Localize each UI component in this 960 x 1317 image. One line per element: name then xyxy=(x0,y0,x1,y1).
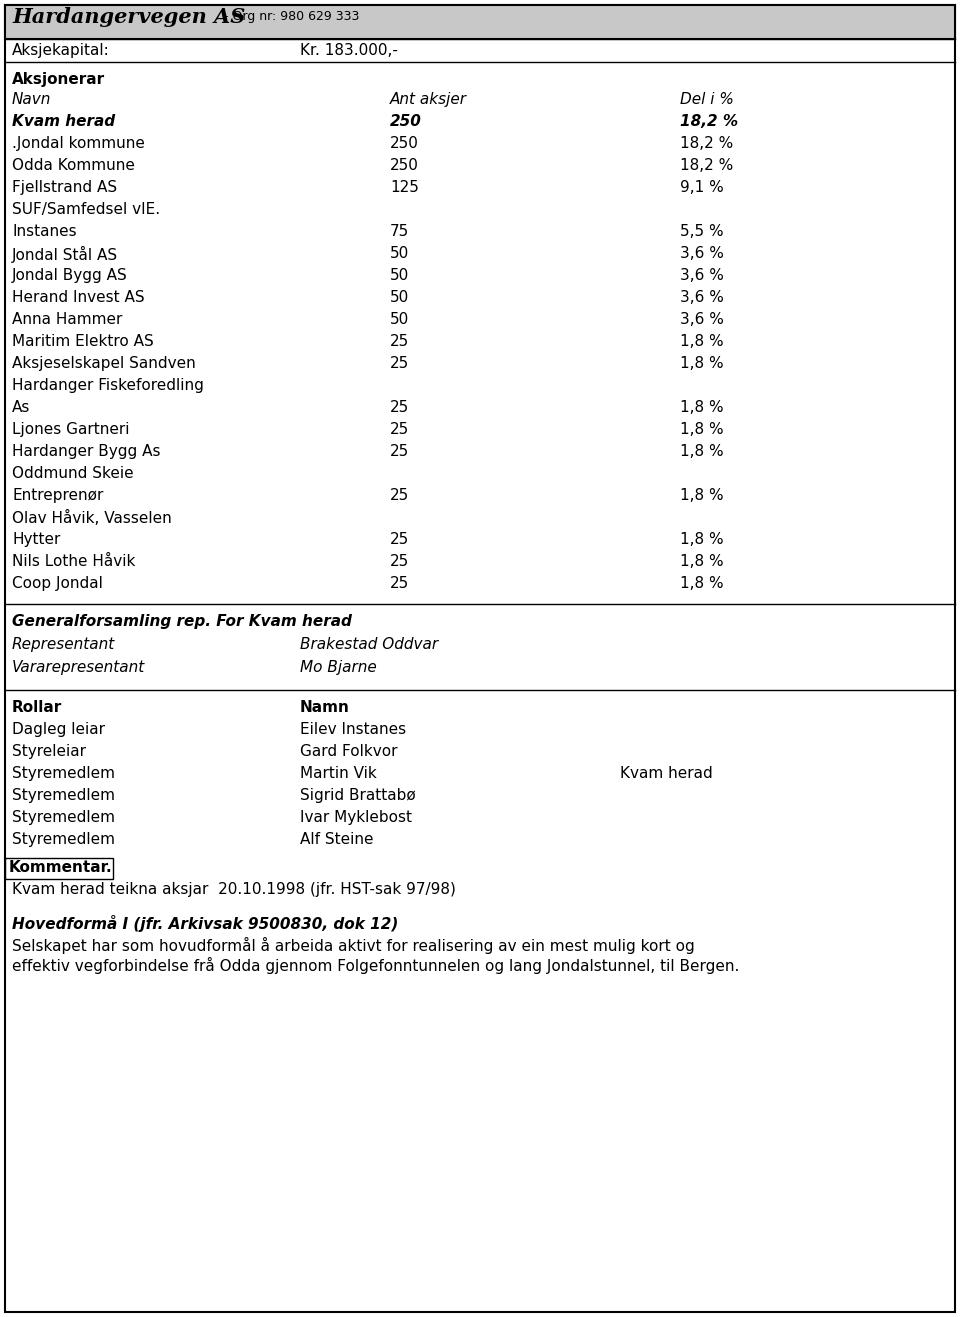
Text: 250: 250 xyxy=(390,158,419,173)
Text: Rollar: Rollar xyxy=(12,701,62,715)
Text: 18,2 %: 18,2 % xyxy=(680,136,733,151)
Text: Aksjonerar: Aksjonerar xyxy=(12,72,106,87)
Text: 3,6 %: 3,6 % xyxy=(680,246,724,261)
Text: 25: 25 xyxy=(390,554,409,569)
Text: 1,8 %: 1,8 % xyxy=(680,400,724,415)
Text: Gard Folkvor: Gard Folkvor xyxy=(300,744,397,759)
Text: 1,8 %: 1,8 % xyxy=(680,421,724,437)
Text: Ivar Myklebost: Ivar Myklebost xyxy=(300,810,412,824)
Text: Styremedlem: Styremedlem xyxy=(12,810,115,824)
Text: 50: 50 xyxy=(390,267,409,283)
Text: Styremedlem: Styremedlem xyxy=(12,766,115,781)
Text: 9,1 %: 9,1 % xyxy=(680,180,724,195)
Text: Styremedlem: Styremedlem xyxy=(12,788,115,803)
Text: 25: 25 xyxy=(390,444,409,460)
Text: 1,8 %: 1,8 % xyxy=(680,532,724,547)
Text: Ljones Gartneri: Ljones Gartneri xyxy=(12,421,130,437)
Text: Jondal Stål AS: Jondal Stål AS xyxy=(12,246,118,263)
Text: Aksjeselskapel Sandven: Aksjeselskapel Sandven xyxy=(12,356,196,371)
Text: Hytter: Hytter xyxy=(12,532,60,547)
Text: Hardanger Bygg As: Hardanger Bygg As xyxy=(12,444,160,460)
Text: Hardanger Fiskeforedling: Hardanger Fiskeforedling xyxy=(12,378,204,392)
Text: Alf Steine: Alf Steine xyxy=(300,832,373,847)
Text: 1,8 %: 1,8 % xyxy=(680,489,724,503)
Text: 18,2 %: 18,2 % xyxy=(680,158,733,173)
Text: Instanes: Instanes xyxy=(12,224,77,238)
Text: Styreleiar: Styreleiar xyxy=(12,744,86,759)
Text: Dagleg leiar: Dagleg leiar xyxy=(12,722,105,738)
Text: Namn: Namn xyxy=(300,701,349,715)
Text: 125: 125 xyxy=(390,180,419,195)
Text: Fjellstrand AS: Fjellstrand AS xyxy=(12,180,117,195)
Text: 18,2 %: 18,2 % xyxy=(680,115,738,129)
Text: Del i %: Del i % xyxy=(680,92,733,107)
Text: 250: 250 xyxy=(390,136,419,151)
Text: As: As xyxy=(12,400,31,415)
Text: 25: 25 xyxy=(390,400,409,415)
Text: Kommentar.: Kommentar. xyxy=(9,860,112,874)
Text: - Org nr: 980 629 333: - Org nr: 980 629 333 xyxy=(220,11,359,22)
Text: 1,8 %: 1,8 % xyxy=(680,576,724,591)
Text: Selskapet har som hovudformål å arbeida aktivt for realisering av ein mest mulig: Selskapet har som hovudformål å arbeida … xyxy=(12,936,695,954)
Text: Odda Kommune: Odda Kommune xyxy=(12,158,134,173)
Text: 3,6 %: 3,6 % xyxy=(680,267,724,283)
Text: 50: 50 xyxy=(390,312,409,327)
Text: Kvam herad teikna aksjar  20.10.1998 (jfr. HST-sak 97/98): Kvam herad teikna aksjar 20.10.1998 (jfr… xyxy=(12,882,456,897)
Text: SUF/Samfedsel vIE.: SUF/Samfedsel vIE. xyxy=(12,202,160,217)
Text: Aksjekapital:: Aksjekapital: xyxy=(12,43,109,58)
Text: Kr. 183.000,-: Kr. 183.000,- xyxy=(300,43,397,58)
Text: Ant aksjer: Ant aksjer xyxy=(390,92,467,107)
Text: 25: 25 xyxy=(390,421,409,437)
Text: Hardangervegen AS: Hardangervegen AS xyxy=(12,7,246,28)
Text: 25: 25 xyxy=(390,356,409,371)
Text: Navn: Navn xyxy=(12,92,52,107)
Text: 1,8 %: 1,8 % xyxy=(680,554,724,569)
Text: Mo Bjarne: Mo Bjarne xyxy=(300,660,376,676)
Text: 1,8 %: 1,8 % xyxy=(680,356,724,371)
Text: Kvam herad: Kvam herad xyxy=(12,115,115,129)
Bar xyxy=(5,5,955,40)
Text: Brakestad Oddvar: Brakestad Oddvar xyxy=(300,637,438,652)
Text: 25: 25 xyxy=(390,335,409,349)
Text: 25: 25 xyxy=(390,532,409,547)
Text: Representant: Representant xyxy=(12,637,115,652)
Text: Maritim Elektro AS: Maritim Elektro AS xyxy=(12,335,154,349)
Bar xyxy=(5,857,113,878)
Text: 250: 250 xyxy=(390,115,421,129)
Text: .Jondal kommune: .Jondal kommune xyxy=(12,136,145,151)
Text: Styremedlem: Styremedlem xyxy=(12,832,115,847)
Text: 25: 25 xyxy=(390,576,409,591)
Text: 50: 50 xyxy=(390,246,409,261)
Text: 75: 75 xyxy=(390,224,409,238)
Text: Martin Vik: Martin Vik xyxy=(300,766,376,781)
Text: Kvam herad: Kvam herad xyxy=(620,766,712,781)
Text: Vararepresentant: Vararepresentant xyxy=(12,660,145,676)
Text: 25: 25 xyxy=(390,489,409,503)
Text: 1,8 %: 1,8 % xyxy=(680,444,724,460)
Text: Nils Lothe Håvik: Nils Lothe Håvik xyxy=(12,554,135,569)
Text: 50: 50 xyxy=(390,290,409,306)
Text: Sigrid Brattabø: Sigrid Brattabø xyxy=(300,788,416,803)
Text: Oddmund Skeie: Oddmund Skeie xyxy=(12,466,133,481)
Text: Coop Jondal: Coop Jondal xyxy=(12,576,103,591)
Text: 1,8 %: 1,8 % xyxy=(680,335,724,349)
Text: Herand Invest AS: Herand Invest AS xyxy=(12,290,145,306)
Text: Olav Håvik, Vasselen: Olav Håvik, Vasselen xyxy=(12,510,172,525)
Text: Eilev Instanes: Eilev Instanes xyxy=(300,722,406,738)
Text: Hovedformå I (jfr. Arkivsak 9500830, dok 12): Hovedformå I (jfr. Arkivsak 9500830, dok… xyxy=(12,915,398,932)
Text: Generalforsamling rep. For Kvam herad: Generalforsamling rep. For Kvam herad xyxy=(12,614,352,630)
Text: Jondal Bygg AS: Jondal Bygg AS xyxy=(12,267,128,283)
Text: 3,6 %: 3,6 % xyxy=(680,290,724,306)
Text: effektiv vegforbindelse frå Odda gjennom Folgefonntunnelen og lang Jondalstunnel: effektiv vegforbindelse frå Odda gjennom… xyxy=(12,957,739,975)
Text: 5,5 %: 5,5 % xyxy=(680,224,724,238)
Text: 3,6 %: 3,6 % xyxy=(680,312,724,327)
Text: Anna Hammer: Anna Hammer xyxy=(12,312,122,327)
Text: Entreprenør: Entreprenør xyxy=(12,489,104,503)
